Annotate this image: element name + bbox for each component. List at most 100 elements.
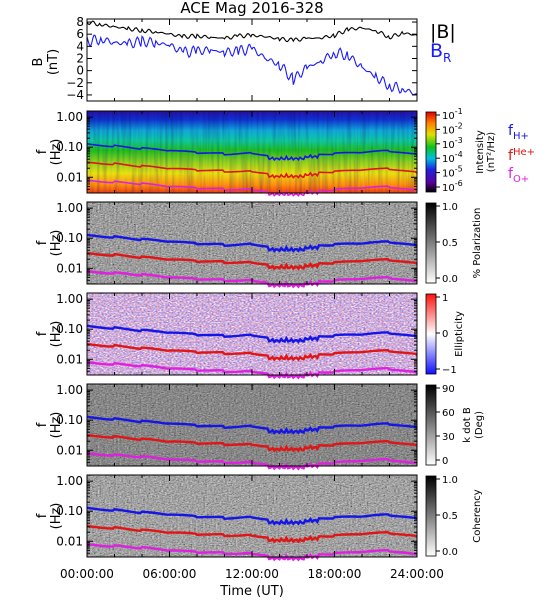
intensity-colorbar-label: Intensity: [475, 130, 486, 174]
colorbar-tick-exp: -2: [455, 121, 463, 130]
freq-axis-unit: (Hz): [49, 230, 64, 257]
colorbar-tick-label: 0.5: [442, 238, 458, 249]
gyro-line-1: [86, 161, 418, 179]
freq-tick-label: 1.00: [56, 292, 83, 306]
gyro-line-1: [86, 433, 418, 453]
colorbar-tick-label: 10-5: [442, 165, 463, 180]
colorbar-tick-label: 30: [442, 432, 455, 443]
polarization-colorbar-ticks: 1.0 0.5 0.0: [436, 202, 458, 285]
freq-tick-label: 1.00: [56, 201, 83, 215]
time-tick-label: 24:00:00: [390, 567, 444, 581]
colorbar-tick-label: 0.5: [442, 511, 458, 522]
colorbar-tick-base: 10: [442, 169, 455, 180]
polarization-colorbar-label: % Polarization: [472, 208, 483, 279]
colorbar-tick-label: 10-3: [442, 136, 463, 151]
b-y-tick-label: −2: [66, 76, 84, 90]
gyro-line-0: [86, 506, 418, 526]
freq-axis-unit: (Hz): [49, 503, 64, 530]
freq-tick-label: 0.01: [56, 261, 83, 275]
intensity-colorbar: [425, 111, 437, 193]
colorbar-tick-label: 0: [442, 456, 448, 467]
intensity-colorbar-unit: (nT²/Hz): [486, 132, 497, 172]
colorbar-tick-label: 10-6: [442, 179, 463, 194]
freq-tick-label: 0.10: [56, 413, 83, 427]
b-y-tick-label: −4: [66, 88, 84, 102]
legend-f-h: fH+: [508, 123, 529, 142]
freq-tick-label: 1.00: [56, 110, 83, 124]
gyro-line-1: [86, 524, 418, 544]
polarization-panel: 1.0 0.5 0.0 % Polarization: [86, 201, 483, 289]
time-tick-label: 06:00:00: [143, 567, 197, 581]
b-field-yunit: (nT): [46, 49, 61, 75]
colorbar-tick-label: 10-2: [442, 121, 463, 136]
freq-tick-label: 0.10: [56, 504, 83, 518]
time-tick-label: 00:00:00: [60, 567, 114, 581]
freq-tick-label: 0.10: [56, 322, 83, 336]
colorbar-tick-label: −1: [442, 365, 457, 376]
gyro-line-0: [86, 415, 418, 435]
colorbar-tick-base: 10: [442, 125, 455, 136]
b-series-0: [86, 20, 418, 43]
b-y-tick-label: 4: [76, 39, 84, 53]
time-axis: 00:00:00 06:00:00 12:00:00 18:00:00 24:00:00: [60, 19, 444, 581]
colorbar-tick-base: 10: [442, 154, 455, 165]
freq-tick-label: 0.10: [56, 231, 83, 245]
freq-axis-label: f: [35, 422, 50, 427]
freq-tick-label: 0.01: [56, 443, 83, 457]
colorbar-tick-exp: -5: [455, 165, 463, 174]
kdotb-panel: 90 60 30 0 k dot B (Deg): [86, 383, 485, 471]
freq-axis-label: f: [35, 513, 50, 518]
freq-tick-label: 1.00: [56, 383, 83, 397]
gyro-line-0: [86, 324, 418, 344]
freq-axis-label: f: [35, 149, 50, 154]
time-tick-label: 18:00:00: [308, 567, 362, 581]
colorbar-tick-exp: -6: [455, 179, 463, 188]
kdotb-colorbar-unit: (Deg): [474, 411, 485, 439]
freq-axis-unit: (Hz): [49, 321, 64, 348]
colorbar-tick-label: 1.0: [442, 475, 458, 486]
legend-f-o: fO+: [508, 166, 529, 185]
frequency-axes: 1.000.100.01f (Hz)1.000.100.01f (Hz)1.000.…: [35, 110, 417, 554]
colorbar-tick-label: 10-1: [442, 107, 463, 122]
colorbar-tick-label: 0.0: [442, 274, 458, 285]
polarization-colorbar: [425, 202, 437, 284]
b-y-tick-label: 6: [76, 27, 84, 41]
ellipticity-colorbar-label: Ellipticity: [454, 311, 465, 357]
freq-axis-unit: (Hz): [49, 139, 64, 166]
freq-tick-label: 0.01: [56, 170, 83, 184]
gyro-line-1: [86, 251, 418, 271]
legend-b-radial: BR: [430, 40, 451, 65]
time-tick-label: 12:00:00: [225, 567, 279, 581]
intensity-colorbar-ticks: 10-110-210-310-410-510-6: [436, 107, 463, 194]
coherency-colorbar: [425, 475, 437, 557]
plot-title: ACE Mag 2016-328: [180, 0, 323, 17]
freq-tick-label: 0.01: [56, 352, 83, 366]
freq-axis-label: f: [35, 331, 50, 336]
freq-axis-label: f: [35, 240, 50, 245]
b-field-ylabel: B: [31, 58, 46, 67]
coherency-colorbar-label: Coherency: [472, 489, 483, 542]
ellipticity-colorbar: [425, 293, 437, 375]
b-field-frame: [86, 18, 418, 102]
legend-total-b: |B|: [430, 21, 456, 43]
freq-axis-unit: (Hz): [49, 412, 64, 439]
kdotb-colorbar-ticks: 90 60 30 0: [436, 384, 455, 467]
colorbar-tick-base: 10: [442, 111, 455, 122]
colorbar-tick-exp: -4: [455, 150, 463, 159]
colorbar-tick-base: 10: [442, 140, 455, 151]
b-series-1: [86, 34, 418, 96]
legend-f-he: fHe+: [508, 147, 535, 164]
b-y-tick-label: 2: [76, 51, 84, 65]
colorbar-tick-label: 1: [442, 293, 448, 304]
kdotb-colorbar: [425, 384, 437, 466]
colorbar-tick-label: 60: [442, 408, 455, 419]
freq-tick-label: 0.01: [56, 534, 83, 548]
gyro-line-1: [86, 342, 418, 362]
coherency-panel: 1.0 0.5 0.0 Coherency: [86, 474, 483, 562]
gyro-line-0: [86, 233, 418, 253]
kdotb-colorbar-label: k dot B: [462, 407, 473, 443]
time-axis-label: Time (UT): [219, 584, 284, 599]
